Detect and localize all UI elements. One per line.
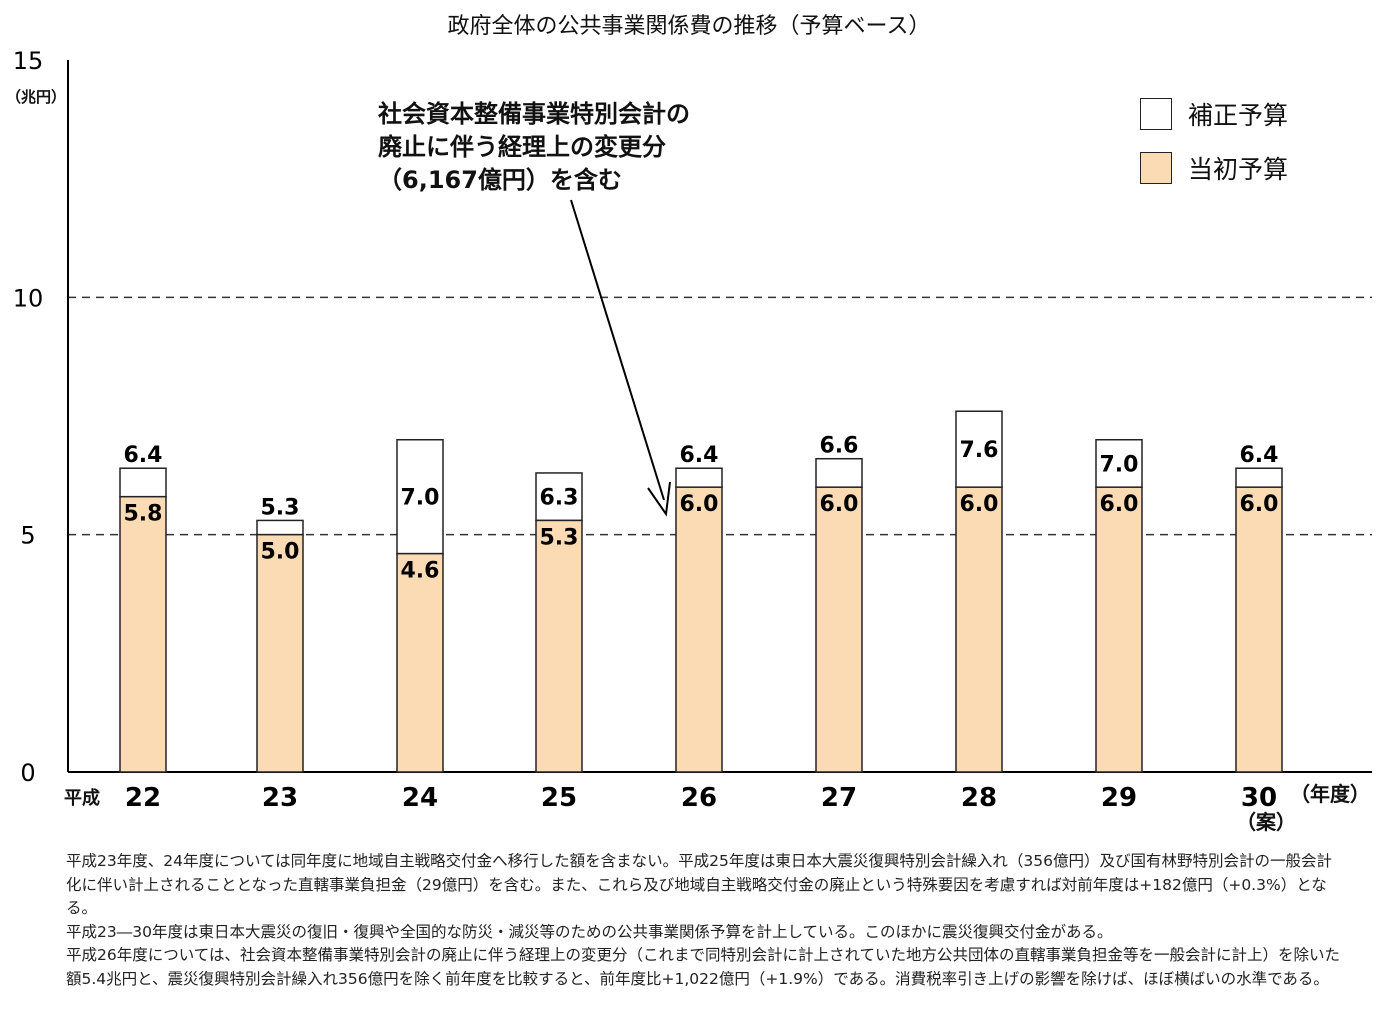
x-tick-label: 26 [681, 783, 717, 813]
legend-label-initial: 当初予算 [1188, 155, 1289, 184]
y-tick-label: 15 [13, 47, 44, 75]
x-tick-label: 28 [961, 783, 997, 813]
y-tick-label: 0 [20, 759, 35, 787]
bar-supplementary [815, 457, 863, 488]
annotation-arrow-line [570, 199, 665, 501]
legend: 補正予算 当初予算 [1140, 96, 1288, 204]
y-tick-label: 10 [13, 284, 44, 312]
bar-supplementary [396, 438, 444, 555]
bar-supplementary [675, 467, 723, 488]
annotation-arrow-head [647, 481, 671, 517]
bar-supplementary [256, 519, 304, 536]
data-label-initial: 6.0 [680, 492, 719, 517]
chart-title: 政府全体の公共事業関係費の推移（予算ベース） [447, 14, 931, 39]
x-tick-label: 24 [402, 783, 438, 813]
data-label-total: 6.6 [820, 434, 859, 459]
data-label-total: 7.0 [1100, 452, 1139, 477]
year-unit-label: （年度） [1290, 782, 1370, 806]
data-label-total: 7.0 [401, 486, 440, 511]
annotation: 社会資本整備事業特別会計の 廃止に伴う経理上の変更分 （6,167億円）を含む [378, 98, 690, 197]
x-tick-label: 25 [541, 783, 577, 813]
x-tick-label: 30 [1241, 783, 1277, 813]
bar-initial [675, 486, 723, 773]
bar-supplementary [535, 472, 583, 522]
data-label-initial: 6.0 [1100, 492, 1139, 517]
data-label-total: 6.3 [540, 486, 579, 511]
bar-initial [955, 486, 1003, 773]
legend-swatch-initial [1140, 152, 1172, 184]
bar-supplementary [1235, 467, 1283, 488]
x-tick-label: 22 [125, 783, 161, 813]
bar-initial [535, 519, 583, 773]
annotation-line-2: 廃止に伴う経理上の変更分 [378, 133, 666, 161]
data-label-initial: 5.3 [540, 525, 579, 550]
data-label-total: 6.4 [1240, 443, 1279, 468]
y-axis-unit: （兆円） [6, 88, 67, 106]
x-tick-label: 27 [821, 783, 857, 813]
data-label-initial: 4.6 [401, 559, 440, 584]
era-label: 平成 [64, 788, 100, 809]
data-label-total: 6.4 [124, 443, 163, 468]
legend-label-supplementary: 補正予算 [1188, 101, 1289, 130]
bar-supplementary [955, 410, 1003, 488]
data-label-total: 6.4 [680, 443, 719, 468]
bar-initial [119, 495, 167, 773]
data-label-initial: 5.0 [261, 540, 300, 565]
footnotes: 平成23年度、24年度については同年度に地域自主戦略交付金へ移行した額を含まない… [66, 850, 1346, 991]
bar-initial [396, 552, 444, 773]
proposal-label: （案） [1236, 810, 1296, 834]
bar-initial [815, 486, 863, 773]
data-label-initial: 6.0 [820, 492, 859, 517]
bar-supplementary [119, 467, 167, 498]
bar-initial [256, 533, 304, 773]
annotation-line-3: （6,167億円）を含む [378, 166, 622, 194]
footnote-1: 平成23年度、24年度については同年度に地域自主戦略交付金へ移行した額を含まない… [66, 852, 1332, 917]
bar-initial [1095, 486, 1143, 773]
footnote-3: 平成26年度については、社会資本整備事業特別会計の廃止に伴う経理上の変更分（これ… [66, 946, 1340, 988]
bar-initial [1235, 486, 1283, 773]
x-tick-label: 23 [262, 783, 298, 813]
x-tick-label: 29 [1101, 783, 1137, 813]
legend-item-supplementary: 補正予算 [1140, 96, 1288, 132]
legend-item-initial: 当初予算 [1140, 150, 1288, 186]
data-label-initial: 6.0 [960, 492, 999, 517]
data-label-total: 5.3 [261, 495, 300, 520]
footnote-2: 平成23―30年度は東日本大震災の復旧・復興や全国的な防災・減災等のための公共事… [66, 922, 1113, 941]
y-tick-label: 5 [20, 522, 35, 550]
annotation-line-1: 社会資本整備事業特別会計の [378, 100, 690, 128]
data-label-initial: 6.0 [1240, 492, 1279, 517]
data-label-total: 7.6 [960, 438, 999, 463]
legend-swatch-supplementary [1140, 98, 1172, 130]
data-label-initial: 5.8 [124, 502, 163, 527]
